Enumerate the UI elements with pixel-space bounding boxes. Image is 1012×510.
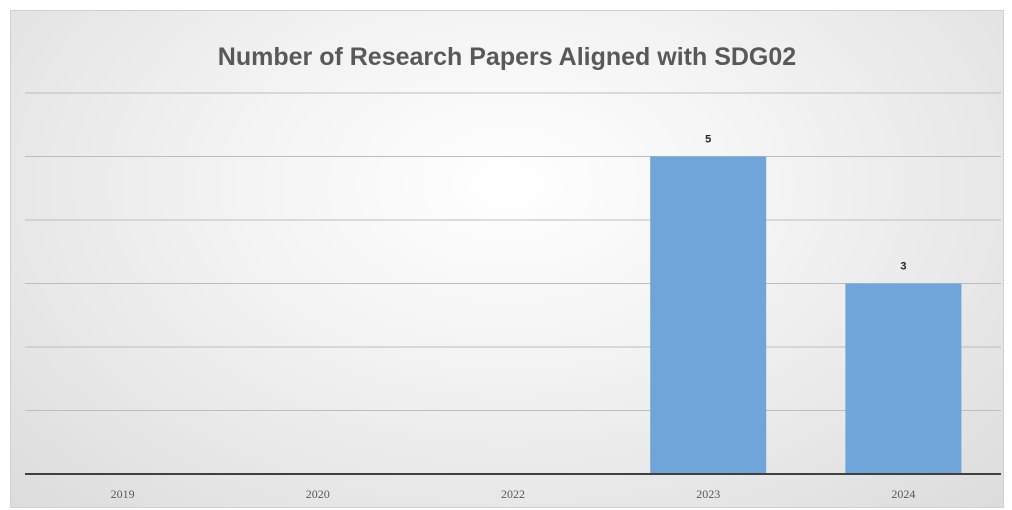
x-tick-label-2022: 2022 xyxy=(501,487,525,501)
bars xyxy=(650,156,962,474)
x-tick-label-2019: 2019 xyxy=(111,487,135,501)
chart-plot: 53 2019 2020 2022 2023 2024 xyxy=(25,92,1001,501)
chart-title: Number of Research Papers Aligned with S… xyxy=(217,43,797,71)
x-tick-label-2024: 2024 xyxy=(891,487,915,501)
x-tick-label-2023: 2023 xyxy=(696,487,720,501)
chart-frame: Number of Research Papers Aligned with S… xyxy=(10,10,1004,508)
data-label-2023: 5 xyxy=(705,134,711,146)
data-label-2024: 3 xyxy=(900,261,906,273)
bar-2024 xyxy=(845,283,962,474)
gridlines xyxy=(25,92,1001,411)
x-tick-labels: 2019 2020 2022 2023 2024 xyxy=(111,487,916,501)
x-tick-label-2020: 2020 xyxy=(306,487,330,501)
data-labels: 53 xyxy=(705,134,906,273)
bar-2023 xyxy=(650,156,767,474)
